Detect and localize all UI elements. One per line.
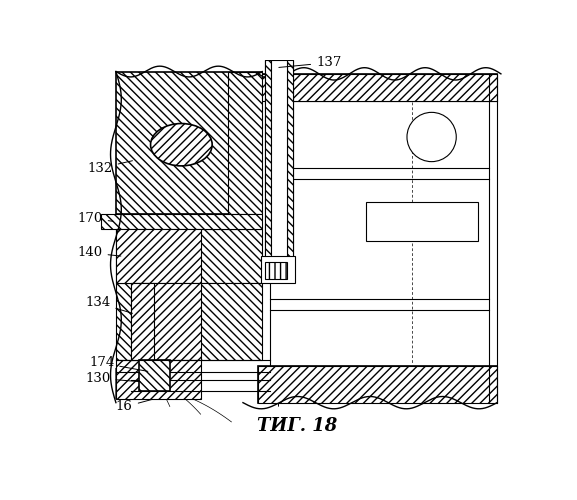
Polygon shape [258,74,497,101]
Polygon shape [265,262,287,280]
Polygon shape [132,284,155,360]
Polygon shape [116,230,201,283]
Polygon shape [116,368,201,399]
Polygon shape [116,284,262,360]
Polygon shape [116,72,262,214]
Polygon shape [139,360,170,391]
Text: 130: 130 [85,372,140,385]
Text: 132: 132 [88,160,133,174]
Polygon shape [287,60,293,268]
Polygon shape [258,366,497,402]
Circle shape [407,112,456,162]
Text: 137: 137 [279,56,342,69]
Text: 170: 170 [77,212,113,224]
Text: 140: 140 [77,246,121,260]
Polygon shape [116,360,201,399]
Polygon shape [270,101,497,366]
Polygon shape [227,72,262,214]
Polygon shape [265,60,293,268]
Polygon shape [116,230,262,283]
Text: 134: 134 [85,296,133,314]
Text: 174: 174 [89,356,148,372]
Polygon shape [261,256,294,283]
Text: 16: 16 [116,400,152,413]
Polygon shape [258,74,497,101]
Polygon shape [258,366,497,402]
Polygon shape [271,60,287,268]
Polygon shape [366,202,478,241]
Ellipse shape [151,124,212,166]
Polygon shape [132,284,201,360]
Polygon shape [100,214,262,230]
Text: ΤИГ. 18: ΤИГ. 18 [257,417,337,434]
Polygon shape [265,60,271,268]
